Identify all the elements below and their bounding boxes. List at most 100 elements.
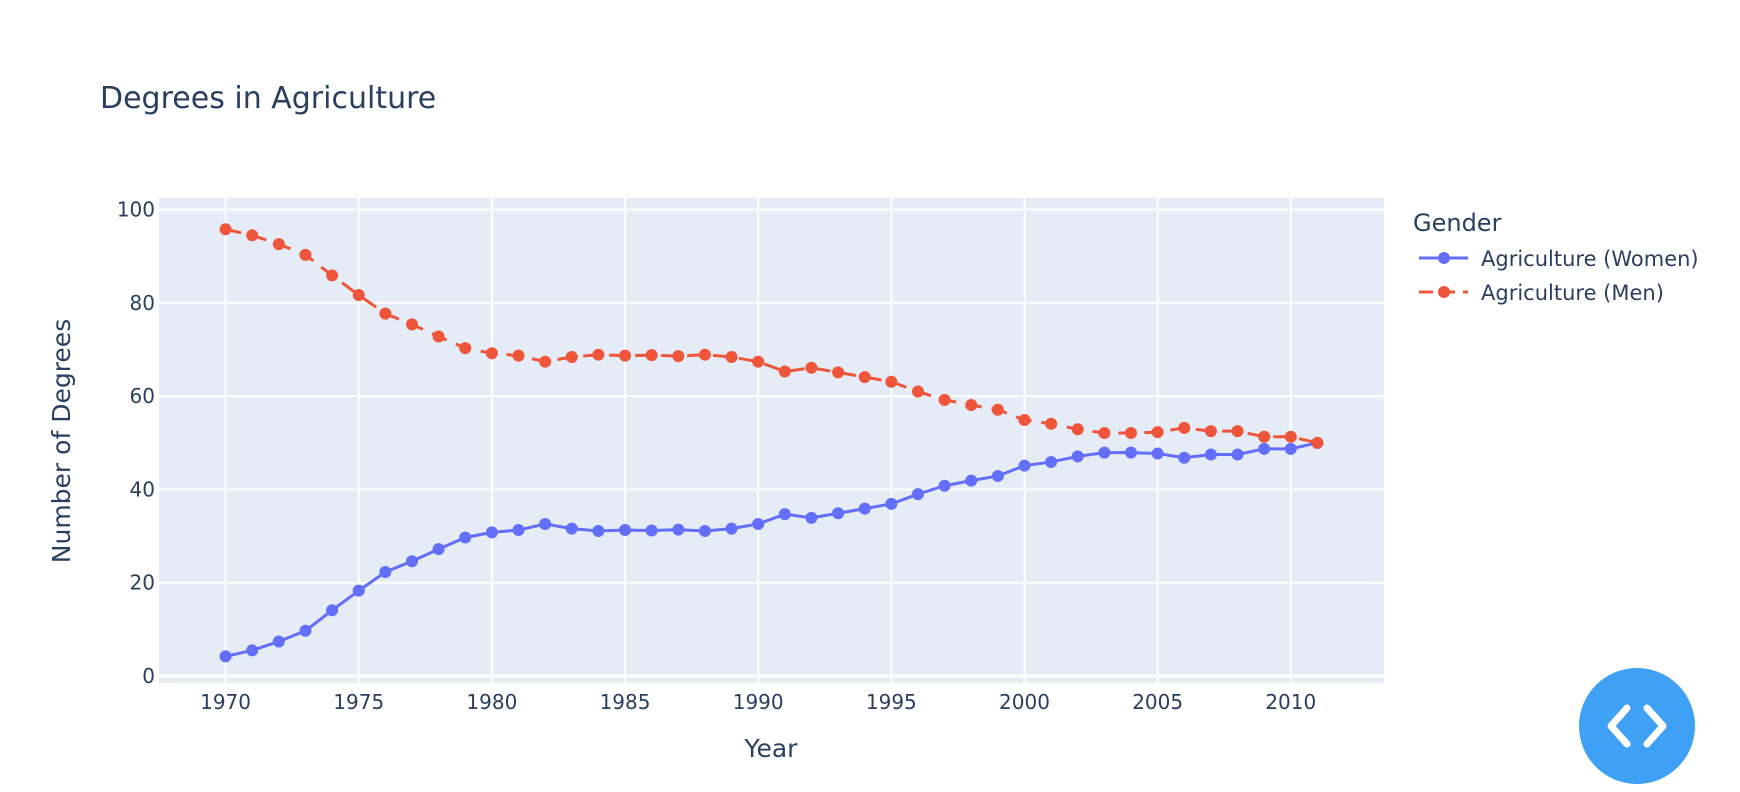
legend: Gender Agriculture (Women) Agriculture (M… <box>1413 209 1699 305</box>
data-point <box>459 342 472 355</box>
x-tick-label: 1990 <box>733 690 784 714</box>
data-point <box>1151 426 1164 439</box>
data-point <box>805 511 818 524</box>
data-point <box>565 522 578 535</box>
data-point <box>1311 436 1324 449</box>
y-tick-label: 40 <box>130 477 155 501</box>
x-tick-label: 2005 <box>1132 690 1183 714</box>
data-point <box>592 524 605 537</box>
x-tick-label: 1985 <box>600 690 651 714</box>
data-point <box>672 350 685 363</box>
data-point <box>725 351 738 364</box>
embed-code-button[interactable] <box>1579 668 1695 784</box>
data-point <box>619 349 632 362</box>
code-icon <box>1607 704 1667 748</box>
data-point <box>698 348 711 361</box>
data-point <box>1045 455 1058 468</box>
data-point <box>938 393 951 406</box>
data-point <box>539 517 552 530</box>
legend-swatch-marker <box>1438 252 1450 264</box>
data-point <box>565 351 578 364</box>
data-point <box>246 644 259 657</box>
y-tick-label: 80 <box>130 291 155 315</box>
series-agriculture-men <box>219 223 1324 449</box>
data-point <box>1204 448 1217 461</box>
data-point <box>352 584 365 597</box>
data-point <box>485 347 498 360</box>
series-agriculture-women <box>219 436 1324 663</box>
legend-item[interactable]: Agriculture (Women) <box>1419 247 1699 271</box>
legend-title: Gender <box>1413 209 1502 237</box>
data-point <box>326 604 339 617</box>
data-point <box>1284 442 1297 455</box>
data-point <box>432 543 445 556</box>
data-point <box>299 248 312 261</box>
data-point <box>1151 447 1164 460</box>
chart-title: Degrees in Agriculture <box>100 81 436 116</box>
data-point <box>1258 442 1271 455</box>
data-point <box>512 524 525 537</box>
data-point <box>485 526 498 539</box>
data-point <box>832 507 845 520</box>
data-point <box>991 403 1004 416</box>
data-point <box>619 524 632 537</box>
data-point <box>592 348 605 361</box>
data-point <box>1071 423 1084 436</box>
y-tick-label: 100 <box>117 198 155 222</box>
data-point <box>698 524 711 537</box>
series-line <box>225 227 1318 445</box>
data-point <box>725 522 738 535</box>
x-tick-label: 1975 <box>333 690 384 714</box>
data-point <box>219 650 232 663</box>
data-point <box>911 488 924 501</box>
y-tick-label: 20 <box>130 571 155 595</box>
x-tick-label: 1980 <box>466 690 517 714</box>
data-point <box>778 365 791 378</box>
data-point <box>911 385 924 398</box>
data-point <box>539 355 552 368</box>
data-point <box>858 502 871 515</box>
data-point <box>1178 451 1191 464</box>
data-point <box>405 318 418 331</box>
data-point <box>965 474 978 487</box>
data-point <box>752 517 765 530</box>
data-point <box>1258 430 1271 443</box>
data-point <box>272 238 285 251</box>
y-tick-label: 60 <box>130 384 155 408</box>
data-point <box>246 229 259 242</box>
data-point <box>272 635 285 648</box>
y-axis-title: Number of Degrees <box>47 319 76 563</box>
data-point <box>1045 417 1058 430</box>
data-point <box>805 361 818 374</box>
data-point <box>645 524 658 537</box>
data-point <box>752 355 765 368</box>
data-point <box>1098 446 1111 459</box>
data-point <box>512 349 525 362</box>
data-point <box>1018 459 1031 472</box>
y-tick-label: 0 <box>142 664 155 688</box>
data-point <box>1071 450 1084 463</box>
data-point <box>299 624 312 637</box>
data-point <box>1018 413 1031 426</box>
data-point <box>965 399 978 412</box>
data-point <box>1231 425 1244 438</box>
data-point <box>432 330 445 343</box>
grid-lines <box>159 198 1384 683</box>
data-point <box>832 366 845 379</box>
data-point <box>1125 446 1138 459</box>
legend-item[interactable]: Agriculture (Men) <box>1419 281 1664 305</box>
axis-ticks: 1970 1975 1980 1985 1990 1995 2000 2005 2010 0 20 4… <box>117 198 1316 714</box>
data-point <box>1178 421 1191 434</box>
data-point <box>326 269 339 282</box>
x-tick-label: 2000 <box>999 690 1050 714</box>
data-point <box>352 289 365 301</box>
x-tick-label: 2010 <box>1265 690 1316 714</box>
data-point <box>1098 427 1111 440</box>
data-point <box>672 523 685 536</box>
legend-swatch-marker <box>1438 286 1450 298</box>
data-point <box>938 479 951 492</box>
data-point <box>885 497 898 510</box>
data-point <box>858 371 871 384</box>
x-axis-title: Year <box>744 734 799 763</box>
